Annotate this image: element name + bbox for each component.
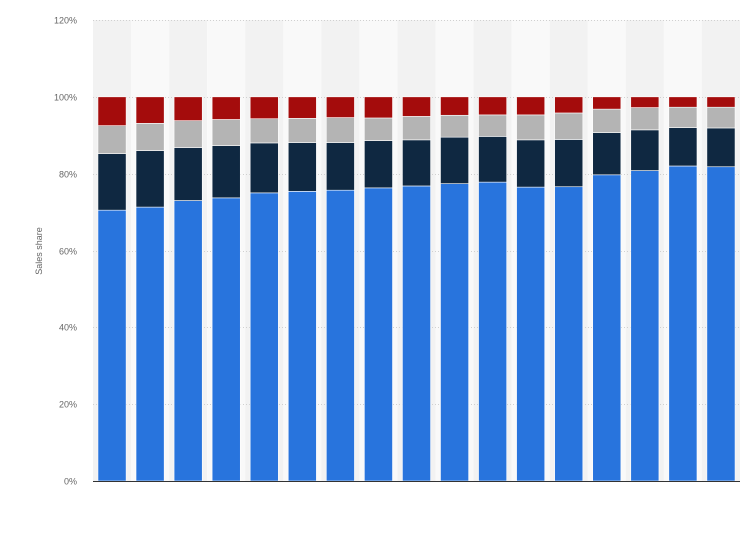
bar-segment-1 [135, 206, 165, 482]
bar-segment-1 [516, 186, 546, 482]
bar-segment-1 [668, 165, 698, 482]
bar-segment-2 [287, 142, 317, 192]
bar-segment-3 [440, 114, 469, 138]
bar-segment-1 [706, 166, 736, 482]
bar-segment-2 [668, 127, 698, 167]
y-tick-label: 40% [59, 323, 77, 333]
bar-segment-4 [211, 96, 241, 120]
bar-segment-3 [402, 116, 431, 141]
bar-segment-2 [211, 145, 241, 199]
bar-segment-2 [440, 136, 469, 184]
y-tick-label: 0% [64, 477, 77, 487]
bar-segment-3 [706, 106, 736, 129]
bar-segment-1 [478, 181, 508, 482]
bar-segment-3 [630, 107, 660, 131]
bar-segment-4 [706, 96, 736, 108]
bar-segment-4 [287, 96, 317, 119]
bar-segment-3 [287, 118, 317, 143]
bar-segment-4 [402, 96, 431, 117]
bar-segment-2 [554, 139, 584, 188]
bar-segment-1 [364, 187, 393, 482]
bar-segment-3 [364, 117, 393, 141]
bar-segment-1 [440, 183, 469, 482]
bar-segment-1 [592, 174, 622, 482]
bar-segment-1 [287, 191, 317, 482]
y-tick-label: 100% [54, 93, 77, 103]
bar-segment-1 [402, 185, 431, 482]
bar-segment-3 [249, 118, 279, 144]
bar-segment-2 [592, 132, 622, 176]
bar-segment-4 [554, 96, 584, 114]
bar-segment-3 [554, 112, 584, 140]
bar-segment-2 [97, 153, 127, 211]
y-tick-label: 20% [59, 400, 77, 410]
bar-segment-2 [135, 150, 165, 208]
bar-segment-3 [592, 108, 622, 133]
bar-segment-2 [402, 139, 431, 187]
bar-segment-4 [325, 96, 355, 118]
bar-segment-1 [554, 186, 584, 482]
bar-segment-1 [325, 189, 355, 482]
bar-segment-4 [592, 96, 622, 110]
bar-segment-1 [630, 170, 660, 482]
bar-segment-3 [325, 117, 355, 143]
bar-segment-4 [630, 96, 660, 108]
bar-segment-1 [211, 197, 241, 482]
bar-segment-2 [706, 127, 736, 168]
y-tick-label: 80% [59, 170, 77, 180]
bars [97, 96, 736, 482]
bar-segment-3 [516, 114, 546, 141]
bar-segment-4 [135, 96, 165, 124]
y-tick-label: 60% [59, 247, 77, 257]
y-tick-label: 120% [54, 16, 77, 26]
bar-segment-1 [249, 192, 279, 482]
bar-segment-3 [135, 123, 165, 151]
bar-segment-1 [97, 209, 127, 482]
bar-segment-4 [478, 96, 508, 116]
bar-segment-2 [173, 147, 203, 201]
bar-segment-4 [364, 96, 393, 119]
bar-segment-4 [668, 96, 698, 108]
bar-segment-1 [173, 200, 203, 482]
y-axis-ticks: 0% 20% 40% 60% 80% 100% 120% [54, 16, 77, 487]
bar-segment-3 [478, 114, 508, 137]
bar-segment-2 [478, 136, 508, 183]
bar-segment-2 [630, 129, 660, 171]
bar-segment-4 [173, 96, 203, 121]
bar-segment-2 [249, 142, 279, 194]
bar-segment-3 [97, 125, 127, 154]
bar-segment-4 [516, 96, 546, 116]
y-axis-title: Sales share [34, 227, 44, 275]
bar-segment-4 [440, 96, 469, 116]
bar-segment-3 [668, 106, 698, 128]
bar-segment-2 [364, 140, 393, 189]
bar-segment-2 [516, 139, 546, 188]
bar-segment-4 [97, 96, 127, 126]
bar-segment-3 [211, 119, 241, 146]
bar-segment-4 [249, 96, 279, 120]
bar-segment-2 [325, 142, 355, 191]
bar-segment-3 [173, 120, 203, 148]
